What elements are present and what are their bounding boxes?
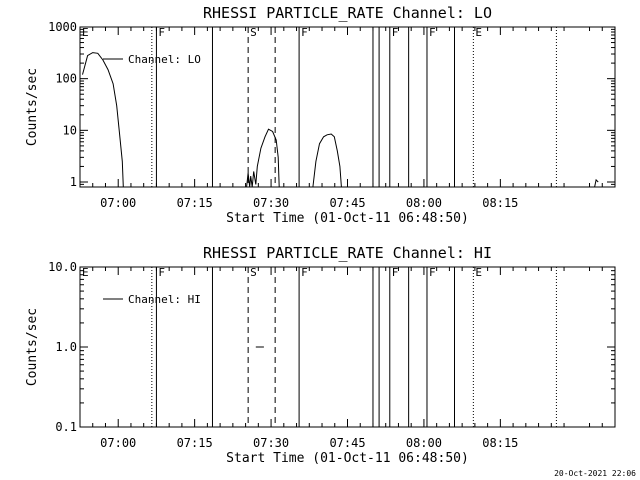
chart-1-y-tick-label: 1.0 <box>55 340 77 354</box>
chart-0-event-marker-label: F <box>158 26 165 39</box>
chart-0-event-marker-label: S <box>250 26 257 39</box>
chart-0-x-tick-label: 08:00 <box>406 196 442 210</box>
chart-1-event-marker-label: F <box>158 266 165 279</box>
chart-1-event-marker-label: E <box>475 266 482 279</box>
chart-1-x-tick-label: 07:00 <box>100 436 136 450</box>
chart-0-x-tick-label: 07:45 <box>329 196 365 210</box>
chart-1-event-marker-label: F <box>392 266 399 279</box>
chart-0-event-marker-label: E <box>82 26 89 39</box>
chart-1-x-tick-label: 07:45 <box>329 436 365 450</box>
chart-1-event-marker-label: S <box>250 266 257 279</box>
chart-0-y-axis-label: Counts/sec <box>25 68 40 146</box>
chart-1-x-tick-label: 08:00 <box>406 436 442 450</box>
chart-0-y-tick-label: 10 <box>63 123 77 137</box>
chart-0-plot-frame <box>79 26 616 188</box>
chart-0-event-marker-label: E <box>475 26 482 39</box>
lo-channel-panel: RHESSI PARTICLE_RATE Channel: LO Start Ti… <box>25 4 616 226</box>
chart-1-event-marker-label: E <box>82 266 89 279</box>
chart-1-event-marker-label: F <box>301 266 308 279</box>
chart-0-y-tick-label: 100 <box>55 72 77 86</box>
chart-0-x-tick-label: 08:15 <box>482 196 518 210</box>
chart-0-event-marker-label: F <box>429 26 436 39</box>
chart-1-y-tick-label: 10.0 <box>48 260 77 274</box>
chart-1-event-marker-label: F <box>429 266 436 279</box>
chart-0-event-marker-label: F <box>392 26 399 39</box>
chart-0-x-tick-label: 07:30 <box>253 196 289 210</box>
hi-channel-panel: RHESSI PARTICLE_RATE Channel: HI Start Ti… <box>25 244 616 466</box>
chart-0-y-tick-label: 1 <box>70 175 77 189</box>
chart-0-title: RHESSI PARTICLE_RATE Channel: LO <box>203 4 492 22</box>
chart-1-y-tick-label: 0.1 <box>55 420 77 434</box>
chart-1-x-tick-label: 08:15 <box>482 436 518 450</box>
chart-0-series-line <box>594 178 599 188</box>
chart-1-y-axis-label: Counts/sec <box>25 308 40 386</box>
chart-1-x-tick-label: 07:30 <box>253 436 289 450</box>
chart-0-series-line <box>312 133 342 188</box>
chart-1-x-tick-label: 07:15 <box>177 436 213 450</box>
chart-1-legend-label: Channel: HI <box>128 293 201 306</box>
chart-0-x-axis-label: Start Time (01-Oct-11 06:48:50) <box>226 211 469 226</box>
chart-0-x-tick-label: 07:15 <box>177 196 213 210</box>
chart-0-series-line <box>246 128 280 188</box>
footer-timestamp: 20-Oct-2021 22:06 <box>554 469 636 478</box>
chart-0-x-tick-label: 07:00 <box>100 196 136 210</box>
chart-0-legend-label: Channel: LO <box>128 53 201 66</box>
chart-1-title: RHESSI PARTICLE_RATE Channel: HI <box>203 244 492 262</box>
chart-1-x-axis-label: Start Time (01-Oct-11 06:48:50) <box>226 451 469 466</box>
chart-0-event-marker-label: F <box>301 26 308 39</box>
chart-0-y-tick-label: 1000 <box>48 20 77 34</box>
chart-1-plot-frame <box>79 266 616 428</box>
chart-0-series-line <box>82 52 124 188</box>
